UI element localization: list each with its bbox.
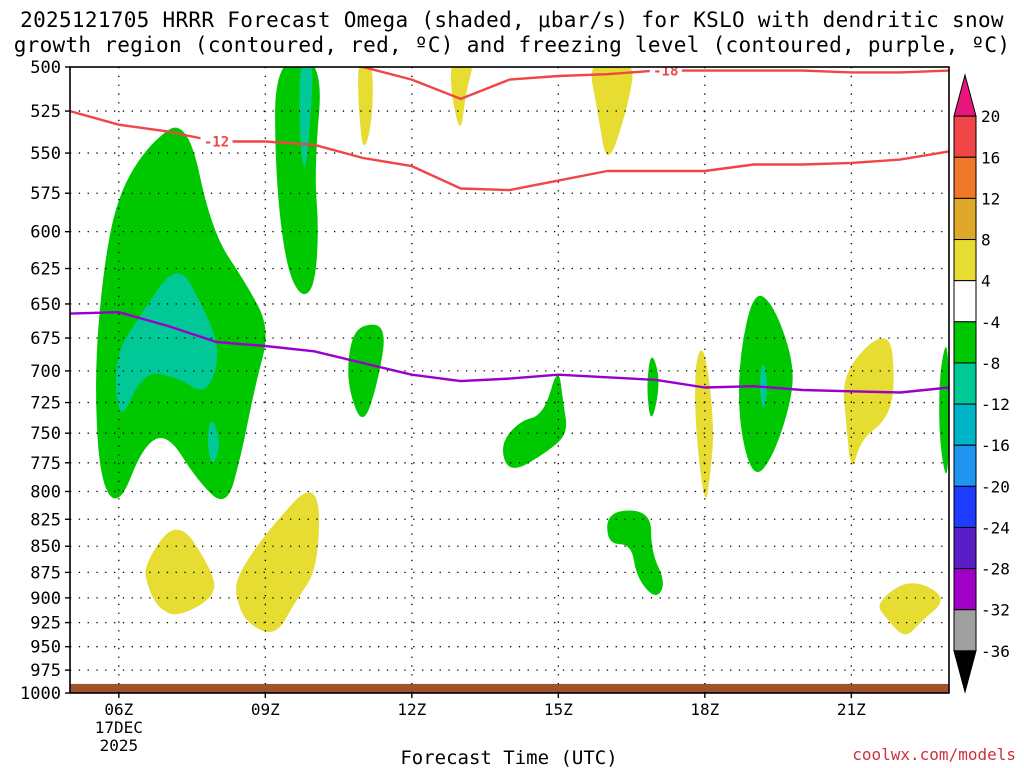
x-tick-label: 18Z (690, 700, 719, 719)
dendritic-isotherm-line (70, 109, 949, 192)
dendritic-isotherm-line (352, 67, 949, 101)
rising-motion-region (275, 67, 320, 295)
colorbar-label: 4 (981, 272, 991, 291)
y-tick-label: 850 (30, 537, 61, 557)
y-tick-label: 1000 (20, 684, 61, 704)
x-tick-label: 12Z (397, 700, 426, 719)
y-tick-label: 875 (30, 563, 61, 583)
colorbar-min-arrow (953, 650, 977, 694)
x-year-label: 2025 (100, 736, 139, 755)
colorbar-bin (953, 403, 977, 446)
contour-lines-layer: -12 -18 (70, 64, 949, 394)
colorbar-bin (953, 444, 977, 487)
colorbar-bin (953, 197, 977, 241)
upward-motion-region (450, 67, 472, 126)
colorbar-bin (953, 156, 977, 199)
upward-motion-region (145, 529, 215, 615)
colorbar-label: 16 (981, 148, 1000, 167)
x-axis-label: Forecast Time (UTC) (400, 747, 617, 768)
omega-shading-layer (70, 67, 949, 693)
y-tick-label: 675 (30, 329, 61, 349)
colorbar-label: -32 (981, 601, 1010, 620)
isotherm-label: -12 (204, 135, 229, 151)
colorbar-label: -20 (981, 477, 1010, 496)
rising-motion-region (939, 347, 949, 474)
upward-motion-region (843, 338, 894, 465)
y-tick-label: 575 (30, 184, 61, 204)
colorbar-bin (953, 609, 977, 652)
colorbar-bin (953, 280, 977, 323)
colorbar-bin (953, 485, 977, 528)
x-tick-label: 15Z (544, 700, 573, 719)
upward-motion-region (358, 67, 373, 146)
y-tick-label: 950 (30, 638, 61, 658)
rising-motion-region (607, 510, 663, 596)
colorbar-bin (953, 115, 977, 158)
colorbar: 20 16 12 8 4 -4 -8 -12 -16 -20 -24 -28 -32 -36 (953, 73, 1010, 694)
plot-frame (69, 66, 950, 694)
y-tick-label: 825 (30, 510, 61, 530)
strong-rising-motion-region (207, 421, 219, 463)
y-tick-label: 725 (30, 394, 61, 414)
colorbar-label: -16 (981, 436, 1010, 455)
x-tick-label: 09Z (251, 700, 280, 719)
upward-motion-region (695, 350, 713, 498)
x-tick-label: 21Z (837, 700, 866, 719)
colorbar-bin (953, 362, 977, 405)
y-tick-label: 625 (30, 260, 61, 280)
rising-motion-region (647, 357, 659, 417)
colorbar-bin (953, 239, 977, 282)
isotherm-label-bg (649, 67, 682, 79)
freezing-level-line (70, 311, 949, 394)
colorbar-label: -8 (981, 354, 1000, 373)
colorbar-max-arrow (953, 73, 977, 117)
terrain-band (70, 683, 949, 693)
strong-rising-motion-region (116, 273, 218, 412)
y-tick-label: 500 (30, 58, 61, 78)
y-tick-label: 750 (30, 424, 61, 444)
colorbar-bin (953, 568, 977, 611)
colorbar-label: -12 (981, 395, 1010, 414)
y-tick-label: 550 (30, 144, 61, 164)
upward-motion-region (879, 583, 941, 635)
axes: 500 525 550 575 600 625 650 675 700 725 750 775 800 8… (20, 58, 866, 755)
colorbar-label: -28 (981, 560, 1010, 579)
y-tick-label: 800 (30, 482, 61, 502)
chart-title-line-1: 2025121705 HRRR Forecast Omega (shaded, … (20, 8, 1004, 32)
y-tick-label: 600 (30, 223, 61, 243)
colorbar-bin (953, 321, 977, 364)
colorbar-label: -24 (981, 518, 1010, 537)
y-tick-label: 525 (30, 102, 61, 122)
rising-motion-region (502, 375, 567, 468)
isotherm-label: -18 (653, 64, 678, 80)
y-tick-label: 975 (30, 661, 61, 681)
colorbar-label: -4 (981, 313, 1000, 332)
y-tick-label: 775 (30, 454, 61, 474)
x-date-label: 17DEC (95, 718, 143, 737)
upward-motion-region (591, 67, 633, 155)
credit-link[interactable]: coolwx.com/models (852, 745, 1016, 764)
x-tick-label: 06Z (104, 700, 133, 719)
y-tick-label: 925 (30, 614, 61, 634)
isotherm-label-bg (200, 133, 233, 150)
rising-motion-region (348, 324, 384, 418)
colorbar-label: -36 (981, 642, 1010, 661)
y-tick-label: 700 (30, 362, 61, 382)
colorbar-label: 12 (981, 189, 1000, 208)
upward-motion-region (236, 492, 319, 633)
colorbar-bin (953, 526, 977, 570)
y-tick-label: 900 (30, 589, 61, 609)
colorbar-label: 20 (981, 107, 1000, 126)
y-tick-label: 650 (30, 295, 61, 315)
strong-rising-motion-region (299, 67, 313, 168)
colorbar-label: 8 (981, 231, 991, 250)
chart-title-line-2: growth region (contoured, red, ºC) and f… (13, 33, 1011, 57)
